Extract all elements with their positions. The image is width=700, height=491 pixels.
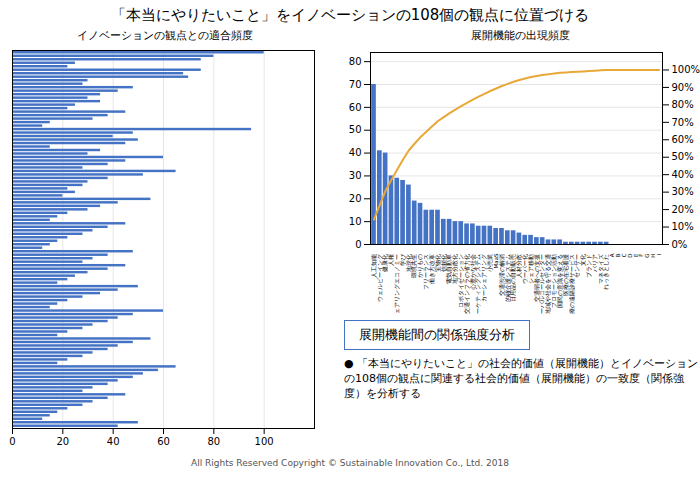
- svg-text:センサー: センサー: [574, 253, 581, 278]
- svg-text:学び: 学び: [399, 253, 406, 266]
- svg-text:小売業: 小売業: [487, 253, 494, 272]
- svg-text:健康化: 健康化: [382, 253, 389, 272]
- svg-text:0%: 0%: [672, 239, 688, 250]
- svg-text:50%: 50%: [672, 151, 694, 162]
- svg-text:バリア: バリア: [591, 253, 598, 272]
- svg-text:地方分散化: 地方分散化: [452, 253, 459, 284]
- svg-text:電気自動車: 電気自動車: [446, 253, 453, 284]
- svg-text:30%: 30%: [672, 186, 694, 197]
- svg-text:E: E: [632, 253, 639, 257]
- svg-text:20%: 20%: [672, 204, 694, 215]
- html-text:All Rights Reserved Copyright: All Rights Reserved Copyright © Sustaina…: [191, 458, 509, 468]
- svg-text:人権: 人権: [388, 253, 395, 266]
- svg-text:カーシェアリング: カーシェアリング: [481, 253, 488, 302]
- svg-text:40%: 40%: [672, 169, 694, 180]
- svg-text:心豊かな社会: 心豊かな社会: [469, 253, 476, 290]
- svg-text:フリーランス: フリーランス: [423, 253, 430, 290]
- svg-text:60%: 60%: [672, 134, 694, 145]
- svg-text:40: 40: [349, 147, 362, 158]
- svg-text:かりもの: かりもの: [417, 253, 424, 278]
- html-text:展開機能間の関係強度分析: 展開機能間の関係強度分析: [359, 327, 515, 342]
- svg-text:MaaS: MaaS: [492, 253, 499, 269]
- html-text:展開機能の出現頻度: 展開機能の出現頻度: [470, 29, 570, 42]
- svg-text:プロモーション活動: プロモーション活動: [551, 253, 558, 308]
- svg-text:A: A: [609, 253, 616, 258]
- svg-text:100%: 100%: [672, 64, 700, 75]
- svg-text:40: 40: [107, 436, 120, 447]
- svg-text:人工知能: 人工知能: [370, 253, 377, 278]
- svg-text:環境共生: 環境共生: [411, 253, 418, 278]
- svg-text:地球化: 地球化: [405, 253, 412, 272]
- svg-text:10%: 10%: [672, 221, 694, 232]
- svg-text:交通インフラの省力化: 交通インフラの省力化: [463, 253, 470, 314]
- svg-text:70: 70: [349, 79, 362, 90]
- svg-text:F: F: [638, 253, 645, 257]
- svg-text:20: 20: [56, 436, 69, 447]
- svg-text:80%: 80%: [672, 99, 694, 110]
- svg-text:日用品の自動販売: 日用品の自動販売: [510, 253, 517, 302]
- svg-text:ウーバー化: ウーバー化: [522, 253, 528, 284]
- svg-text:文化: 文化: [580, 253, 587, 266]
- svg-text:人材分散: 人材分散: [516, 253, 523, 278]
- svg-text:交通弱者への支援: 交通弱者への支援: [533, 253, 540, 302]
- svg-text:90%: 90%: [672, 82, 694, 93]
- svg-text:交通渋滞の解消: 交通渋滞の解消: [498, 253, 505, 296]
- html-text:「本当にやりたいこと」をイノベーションの108個の観点に位置: 「本当にやりたいこと」をイノベーションの108個の観点に位置づける: [110, 6, 590, 24]
- svg-text:0: 0: [9, 436, 15, 447]
- svg-text:50: 50: [349, 124, 362, 135]
- svg-text:働き方改革: 働き方改革: [428, 253, 435, 284]
- svg-text:30: 30: [349, 170, 362, 181]
- html-text:● 「本当にやりたいこと」の社会的価値（展開機能）とイノベー: ● 「本当にやりたいこと」の社会的価値（展開機能）とイノベーションの108個の観…: [344, 357, 699, 400]
- svg-text:シェア移動: シェア移動: [527, 253, 534, 284]
- svg-text:80: 80: [349, 56, 362, 67]
- svg-text:C: C: [620, 253, 627, 258]
- svg-text:10: 10: [349, 216, 362, 227]
- svg-text:宝物化: 宝物化: [434, 253, 441, 272]
- svg-text:国民の意識を変える: 国民の意識を変える: [556, 253, 563, 308]
- svg-text:100: 100: [255, 436, 274, 447]
- svg-text:80: 80: [207, 436, 220, 447]
- svg-text:マネタイズ: マネタイズ: [597, 253, 604, 284]
- svg-text:G: G: [644, 253, 651, 258]
- svg-text:ロボタイゼーション: ロボタイゼーション: [458, 253, 464, 308]
- svg-text:ウェルビーイング: ウェルビーイング: [376, 253, 383, 302]
- svg-text:70%: 70%: [672, 117, 694, 128]
- svg-text:医療の在宅看護: 医療の在宅看護: [562, 253, 569, 296]
- svg-text:B: B: [615, 253, 622, 258]
- svg-text:H: H: [650, 253, 656, 258]
- svg-text:60: 60: [349, 102, 362, 113]
- svg-text:20: 20: [349, 193, 362, 204]
- svg-text:れっきとした: れっきとした: [603, 254, 610, 290]
- svg-text:0: 0: [355, 239, 361, 250]
- svg-text:D: D: [626, 253, 633, 258]
- svg-text:信頼化: 信頼化: [440, 253, 447, 272]
- svg-text:的確介護システム: 的確介護システム: [504, 253, 511, 302]
- html-text:イノベーションの観点との適合頻度: イノベーションの観点との適合頻度: [77, 29, 253, 42]
- svg-text:I: I: [656, 253, 662, 255]
- svg-text:60: 60: [157, 436, 170, 447]
- svg-text:ブランド: ブランド: [586, 253, 592, 278]
